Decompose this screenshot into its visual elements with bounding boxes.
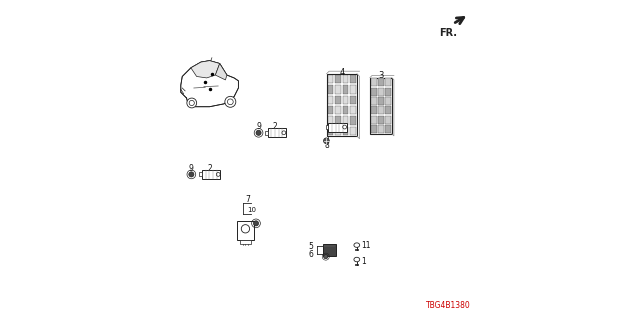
Bar bbox=[237, 221, 254, 240]
Bar bbox=[378, 125, 384, 133]
Text: 2: 2 bbox=[273, 122, 278, 131]
Text: 11: 11 bbox=[362, 241, 371, 250]
Bar bbox=[335, 85, 341, 93]
Circle shape bbox=[323, 138, 329, 144]
Text: 5: 5 bbox=[308, 242, 314, 251]
Polygon shape bbox=[191, 61, 220, 78]
Bar bbox=[385, 125, 391, 133]
Text: FR.: FR. bbox=[439, 28, 457, 38]
Bar bbox=[385, 116, 391, 124]
Text: 2: 2 bbox=[207, 164, 212, 173]
Bar bbox=[200, 172, 202, 176]
Circle shape bbox=[324, 255, 328, 259]
Bar bbox=[385, 97, 391, 105]
Polygon shape bbox=[215, 64, 227, 80]
Polygon shape bbox=[181, 61, 239, 107]
Bar bbox=[328, 96, 333, 104]
Bar bbox=[328, 123, 347, 132]
Bar bbox=[378, 78, 384, 86]
Text: 2: 2 bbox=[335, 116, 340, 125]
Bar bbox=[328, 75, 333, 83]
Text: TBG4B1380: TBG4B1380 bbox=[426, 301, 470, 310]
Text: 7: 7 bbox=[245, 195, 250, 204]
Bar bbox=[326, 125, 328, 129]
Bar bbox=[371, 116, 376, 124]
Bar bbox=[371, 88, 376, 96]
Text: 10: 10 bbox=[247, 207, 257, 213]
Bar bbox=[350, 116, 356, 125]
Text: 6: 6 bbox=[308, 250, 314, 259]
Bar bbox=[350, 75, 356, 83]
Bar bbox=[335, 96, 341, 104]
Bar bbox=[343, 85, 348, 93]
Text: 3: 3 bbox=[378, 71, 383, 80]
Text: 1: 1 bbox=[362, 257, 366, 266]
Bar bbox=[371, 106, 376, 114]
Bar bbox=[350, 106, 356, 115]
Bar bbox=[335, 75, 341, 83]
Bar bbox=[268, 128, 286, 137]
Bar bbox=[328, 116, 333, 125]
Text: 9: 9 bbox=[256, 122, 261, 131]
Bar bbox=[385, 78, 391, 86]
Circle shape bbox=[189, 172, 194, 177]
Bar bbox=[343, 116, 348, 125]
Bar bbox=[335, 106, 341, 115]
Bar bbox=[378, 88, 384, 96]
Bar bbox=[202, 170, 220, 179]
Bar bbox=[323, 244, 337, 256]
Bar bbox=[343, 96, 348, 104]
Bar bbox=[371, 125, 376, 133]
Bar bbox=[326, 74, 357, 136]
Bar bbox=[371, 97, 376, 105]
Bar bbox=[328, 106, 333, 115]
Bar bbox=[385, 106, 391, 114]
Circle shape bbox=[253, 221, 259, 226]
Bar bbox=[265, 131, 268, 135]
Bar bbox=[370, 78, 392, 134]
Circle shape bbox=[187, 98, 196, 108]
Circle shape bbox=[256, 130, 261, 135]
Bar bbox=[343, 127, 348, 135]
Bar bbox=[335, 116, 341, 125]
Text: 9: 9 bbox=[189, 164, 194, 173]
Bar bbox=[335, 127, 341, 135]
Bar bbox=[378, 116, 384, 124]
Bar bbox=[328, 85, 333, 93]
Bar bbox=[385, 88, 391, 96]
Bar bbox=[240, 240, 252, 244]
Text: 8: 8 bbox=[324, 141, 329, 150]
Bar bbox=[378, 106, 384, 114]
Bar bbox=[350, 85, 356, 93]
Bar bbox=[343, 75, 348, 83]
Text: 4: 4 bbox=[339, 68, 344, 76]
Bar bbox=[328, 127, 333, 135]
Bar bbox=[378, 97, 384, 105]
Bar bbox=[371, 78, 376, 86]
Bar bbox=[350, 96, 356, 104]
Bar bbox=[343, 106, 348, 115]
Bar bbox=[350, 127, 356, 135]
Circle shape bbox=[225, 96, 236, 107]
